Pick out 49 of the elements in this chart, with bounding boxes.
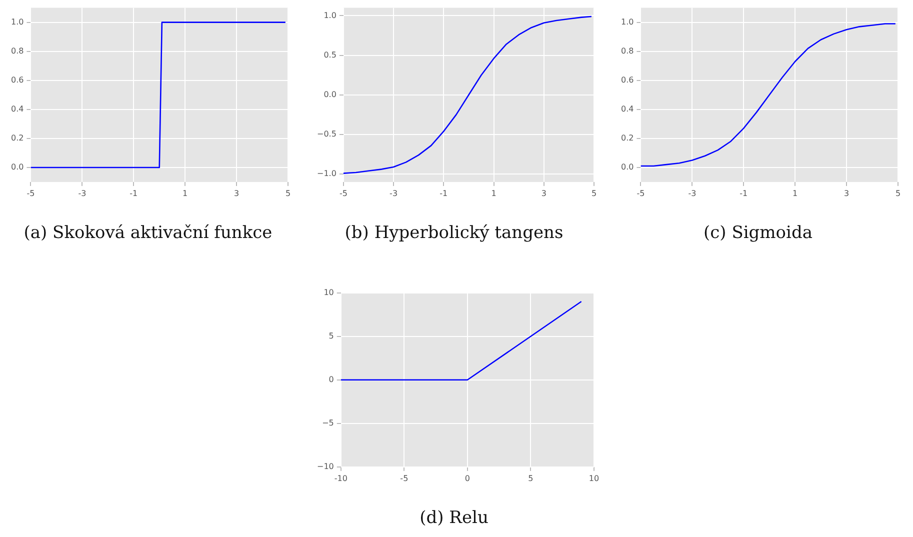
y-tick-label: 0.6 xyxy=(620,75,634,84)
x-tick-label: 5 xyxy=(895,188,901,198)
y-tick-label: 1.0 xyxy=(324,10,336,20)
y-tick-label: 0.6 xyxy=(10,75,24,84)
x-tick-label: -5 xyxy=(400,474,408,483)
x-tick-label: 5 xyxy=(591,188,597,198)
text: (d) Relu xyxy=(420,508,488,528)
text: (a) Skoková aktivační funkce xyxy=(24,223,272,244)
x-tick-label: -5 xyxy=(636,188,645,198)
y-tick-label: 1.0 xyxy=(10,17,24,26)
y-tick-label: 0.8 xyxy=(10,46,24,56)
y-tick-label: 0.2 xyxy=(10,134,24,143)
x-tick-label: 3 xyxy=(234,188,240,198)
x-tick-label: -1 xyxy=(130,188,138,198)
y-tick-label: −5 xyxy=(322,418,334,428)
y-tick-label: 0.4 xyxy=(10,104,24,114)
y-tick-label: 5 xyxy=(328,331,334,340)
x-tick-label: -10 xyxy=(334,474,348,483)
y-tick-label: 0.2 xyxy=(620,134,634,143)
y-tick-label: −1.0 xyxy=(316,169,336,178)
y-tick-label: 0 xyxy=(328,374,334,384)
x-tick-label: -3 xyxy=(390,188,398,198)
y-tick-label: 0.0 xyxy=(10,162,24,172)
x-tick-label: 10 xyxy=(588,474,600,483)
y-tick-label: 0.0 xyxy=(620,162,634,172)
x-tick-label: 5 xyxy=(528,474,534,483)
x-tick-label: -3 xyxy=(688,188,696,198)
text: (b) Hyperbolický tangens xyxy=(344,223,564,244)
x-tick-label: 5 xyxy=(285,188,291,198)
x-tick-label: -5 xyxy=(26,188,35,198)
x-tick-label: 1 xyxy=(792,188,798,198)
y-tick-label: 0.0 xyxy=(324,90,336,99)
y-tick-label: −10 xyxy=(316,462,334,472)
text: (c) Sigmoida xyxy=(704,223,812,244)
y-tick-label: 0.5 xyxy=(324,50,336,60)
x-tick-label: -1 xyxy=(440,188,448,198)
x-tick-label: 1 xyxy=(491,188,496,198)
y-tick-label: 1.0 xyxy=(620,17,634,26)
x-tick-label: 1 xyxy=(182,188,188,198)
y-tick-label: 0.8 xyxy=(620,46,634,56)
x-tick-label: 0 xyxy=(464,474,470,483)
y-tick-label: −0.5 xyxy=(316,130,336,139)
x-tick-label: -1 xyxy=(740,188,748,198)
y-tick-label: 0.4 xyxy=(620,104,634,114)
x-tick-label: -3 xyxy=(78,188,86,198)
x-tick-label: -5 xyxy=(339,188,348,198)
x-tick-label: 3 xyxy=(844,188,850,198)
y-tick-label: 10 xyxy=(324,288,334,297)
x-tick-label: 3 xyxy=(541,188,546,198)
